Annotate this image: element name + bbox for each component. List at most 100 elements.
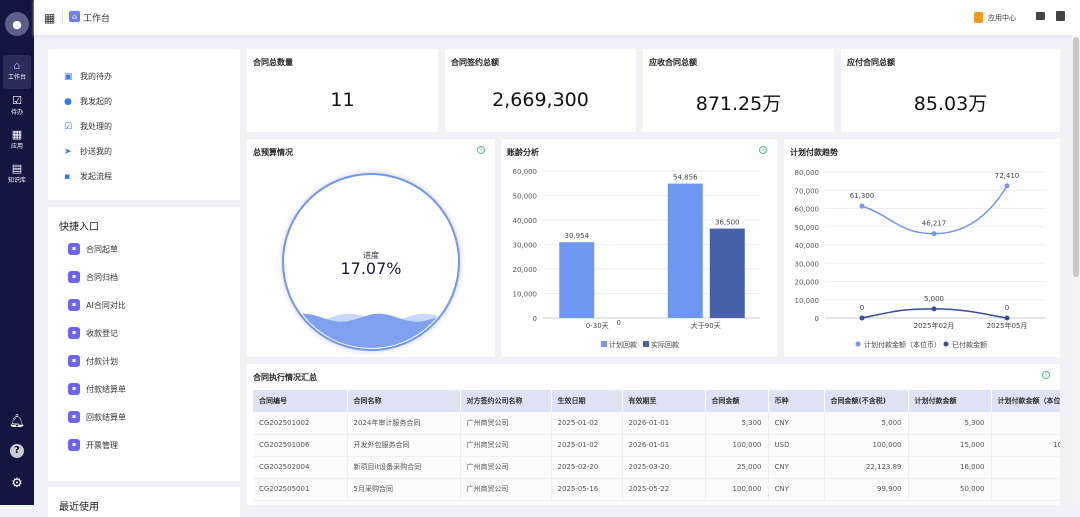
table-cell: CG202505001 [253, 478, 348, 501]
table-cell: 100,000 [705, 434, 769, 457]
gear-icon[interactable]: ⚙ [11, 476, 23, 491]
table-row[interactable]: CG202501006 开发外包服务合同 广州商贸公司 2025-01-02 2026-… [253, 434, 1060, 457]
aging-chart-card: 账龄分析 i 0 10,000 20,000 30,000 40,000 50,000 60… [501, 139, 777, 357]
quick-entry-icon: ▪ [68, 243, 80, 255]
table-cell: 2026-01-01 [622, 412, 706, 435]
data-point[interactable] [931, 231, 937, 237]
bar[interactable] [559, 242, 595, 318]
column-header[interactable]: 币种 [768, 390, 825, 412]
column-header[interactable]: 合同金额 [705, 390, 769, 412]
my-processed-link[interactable]: ☑ 我处理的 [64, 121, 112, 132]
scrollbar-thumb[interactable] [1073, 37, 1079, 277]
data-label: 0 [1005, 304, 1009, 312]
data-point[interactable] [1004, 183, 1010, 189]
column-header[interactable]: 计划付款金额（本位币） [991, 390, 1060, 412]
table-cell: CG202502004 [253, 456, 348, 479]
column-header[interactable]: 计划付款金额 [908, 390, 992, 412]
quick-entry-item[interactable]: ▪ 合同归档 [68, 271, 118, 283]
column-header[interactable]: 生效日期 [551, 390, 623, 412]
legend-swatch[interactable] [601, 341, 607, 347]
quick-entry-icon: ▪ [68, 383, 80, 395]
sidebar-item-apps[interactable]: ▦ 应用 [3, 124, 31, 158]
legend-label[interactable]: 计划付款金额（本位币） [864, 340, 941, 349]
quick-entry-item[interactable]: ▪ AI合同对比 [68, 299, 126, 311]
stat-label: 应收合同总额 [649, 58, 697, 67]
table-row[interactable]: CG202501002 2024年审计服务合同 广州商贸公司 2025-01-02 20… [253, 412, 1060, 435]
column-header[interactable]: 有效期至 [622, 390, 706, 412]
home-icon: ⌂ [69, 11, 80, 22]
document-icon[interactable] [1056, 11, 1065, 21]
stat-card-receivable: 应收合同总额 871.25万 [643, 49, 834, 132]
info-icon[interactable]: i [1042, 371, 1050, 379]
help-icon[interactable]: ? [10, 444, 24, 458]
column-header[interactable]: 合同编号 [253, 390, 348, 412]
bar[interactable] [709, 228, 745, 318]
avatar[interactable]: ● [5, 12, 29, 36]
data-point[interactable] [859, 315, 865, 321]
my-todo-link[interactable]: ▣ 我的待办 [64, 71, 112, 82]
folder-icon[interactable] [1036, 12, 1045, 20]
legend-label[interactable]: 实际回款 [651, 340, 679, 349]
scrollbar[interactable] [1072, 35, 1080, 505]
bookmark-plus-icon: ▪ [64, 171, 71, 182]
table-cell: 2025-05-16 [551, 478, 623, 501]
bell-icon[interactable]: 🔔︎ [8, 414, 26, 429]
column-header[interactable]: 合同金额(不含税) [824, 390, 909, 412]
app-center-link[interactable]: 应用中心 [988, 14, 1016, 22]
table-cell: 15,000 [908, 434, 992, 457]
data-label: 36,500 [715, 219, 740, 227]
stat-value: 2,669,300 [492, 89, 589, 111]
start-process-link[interactable]: ▪ 发起流程 [64, 171, 112, 182]
liquid-gauge [282, 173, 460, 351]
y-tick-label: 40,000 [795, 242, 820, 250]
gauge-value: 17.07% [340, 259, 402, 278]
bar-chart: 0 10,000 20,000 30,000 40,000 50,000 60,000 0-3… [513, 168, 760, 349]
quick-entry-item[interactable]: ▪ 回款结算单 [68, 411, 126, 423]
quick-entry-icon: ▪ [68, 355, 80, 367]
x-tick-label: 0-30天 [586, 322, 609, 330]
legend-swatch[interactable] [643, 341, 649, 347]
legend-marker[interactable] [943, 341, 949, 347]
y-tick-label: 50,000 [795, 224, 820, 232]
data-point[interactable] [1004, 315, 1010, 321]
info-icon[interactable]: i [477, 146, 485, 154]
column-header[interactable]: 对方签约公司名称 [460, 390, 552, 412]
legend-label[interactable]: 已付款金额 [952, 340, 987, 349]
data-label: 54,856 [673, 174, 698, 182]
quick-entry-item[interactable]: ▪ 付款计划 [68, 355, 118, 367]
column-header[interactable]: 合同名称 [347, 390, 461, 412]
legend-label[interactable]: 计划回款 [609, 340, 637, 349]
x-tick-label: 2025年02月 [914, 321, 955, 330]
quick-entry-item[interactable]: ▪ 收款登记 [68, 327, 118, 339]
data-point[interactable] [931, 306, 937, 312]
my-initiated-link[interactable]: ● 我发起的 [64, 96, 112, 107]
bar[interactable] [667, 183, 703, 318]
sidebar-item-todo[interactable]: ☑ 待办 [3, 90, 31, 124]
y-tick-label: 60,000 [513, 168, 538, 176]
my-tasks-card: ▣ 我的待办 ● 我发起的 ☑ 我处理的 ➤ 抄送我的 ▪ 发起流程 [48, 49, 240, 200]
sidebar-item-knowledge[interactable]: ▤ 知识库 [3, 158, 31, 192]
quick-entry-item[interactable]: ▪ 付款结算单 [68, 383, 126, 395]
stat-label: 合同总数量 [253, 58, 293, 67]
table-cell: 99,900 [824, 478, 909, 501]
table-cell: CNY [768, 478, 825, 501]
y-tick-label: 30,000 [795, 260, 820, 268]
apps-grid-icon[interactable]: ▦ [44, 11, 56, 25]
contract-table: 合同编号 合同名称 对方签约公司名称 生效日期 有效期至 合同金额 币种 合同金额(不含税) 计… [253, 390, 1060, 501]
x-tick-label: 2025年05月 [987, 321, 1028, 330]
quick-entry-item[interactable]: ▪ 开票管理 [68, 439, 118, 451]
table-row[interactable]: CG202505001 5月采购合同 广州商贸公司 2025-05-16 2025-05… [253, 478, 1060, 501]
calendar-icon: ▣ [64, 71, 73, 82]
sidebar-item-workbench[interactable]: ⌂ 工作台 [3, 55, 31, 89]
quick-entry-card: 快捷入口 ▪ 合同起草 ▪ 合同归档 ▪ AI合同对比 ▪ 收款登记 ▪ 付款计划 ▪ 付款结算单 ▪ 回… [48, 207, 240, 481]
info-icon[interactable]: i [759, 146, 767, 154]
data-point[interactable] [859, 203, 865, 209]
table-cell: 2026-01-01 [622, 434, 706, 457]
legend-marker[interactable] [855, 341, 861, 347]
cc-me-link[interactable]: ➤ 抄送我的 [64, 146, 112, 157]
stat-card-signed-total: 合同签约总额 2,669,300 [445, 49, 636, 132]
quick-entry-item[interactable]: ▪ 合同起草 [68, 243, 118, 255]
y-tick-label: 0 [815, 315, 819, 323]
table-row[interactable]: CG202502004 新项目it设备采购合同 广州商贸公司 2025-02-20 20… [253, 456, 1060, 479]
table-cell [991, 412, 1060, 435]
